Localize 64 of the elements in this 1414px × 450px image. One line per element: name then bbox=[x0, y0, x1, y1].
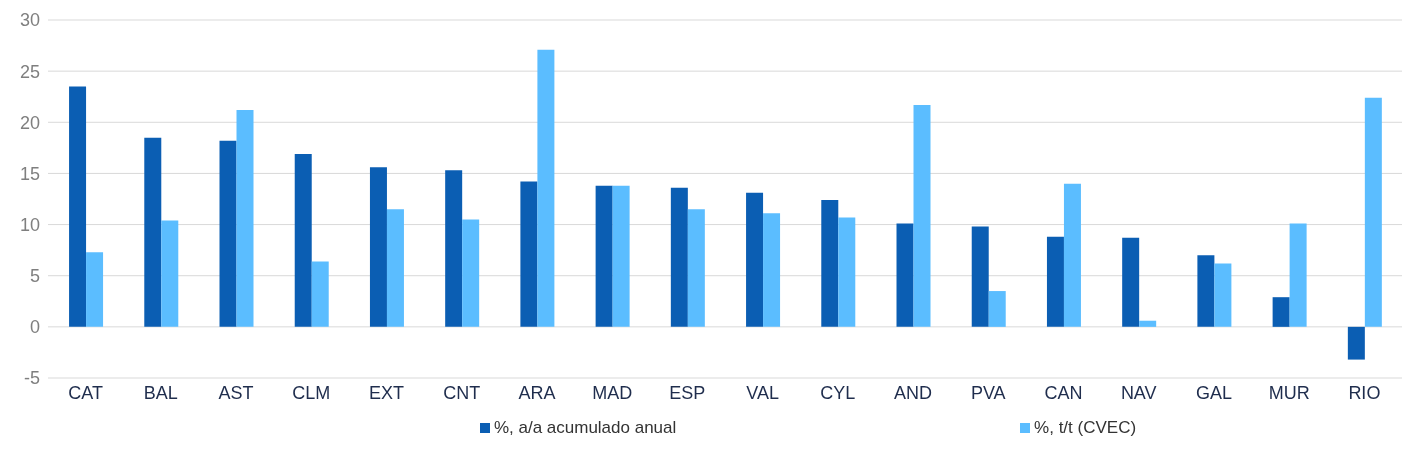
y-tick-label: 5 bbox=[29, 266, 40, 287]
x-tick-label: CNT bbox=[443, 382, 481, 403]
y-tick-label: 10 bbox=[19, 214, 40, 235]
x-tick-label: ESP bbox=[669, 382, 706, 403]
x-tick-label: CYL bbox=[820, 382, 856, 403]
bar bbox=[1272, 297, 1290, 327]
bar bbox=[913, 104, 931, 327]
x-tick-label: CAT bbox=[68, 382, 103, 403]
bar bbox=[86, 252, 104, 327]
bar bbox=[386, 209, 404, 327]
bar bbox=[219, 140, 237, 327]
y-tick-label: 15 bbox=[19, 163, 40, 184]
bar bbox=[1364, 97, 1382, 327]
x-tick-label: MAD bbox=[592, 382, 633, 403]
x-tick-label: CLM bbox=[292, 382, 331, 403]
bar bbox=[161, 220, 179, 327]
bar bbox=[988, 291, 1006, 327]
bar bbox=[746, 192, 764, 327]
bar bbox=[971, 226, 989, 327]
legend-label: %, a/a acumulado anual bbox=[493, 418, 677, 438]
x-tick-label: PVA bbox=[970, 382, 1006, 403]
x-tick-label: ARA bbox=[518, 382, 556, 403]
y-tick-label: -5 bbox=[23, 368, 40, 389]
x-tick-label: NAV bbox=[1120, 382, 1157, 403]
bar bbox=[687, 209, 705, 327]
bar bbox=[1139, 320, 1157, 327]
bar bbox=[896, 223, 914, 327]
y-tick-label: 20 bbox=[19, 112, 40, 133]
x-tick-label: AND bbox=[894, 382, 933, 403]
y-tick-label: 0 bbox=[29, 317, 40, 338]
x-tick-label: AST bbox=[218, 382, 254, 403]
bar bbox=[144, 137, 162, 327]
bar bbox=[369, 167, 387, 327]
bar bbox=[821, 200, 839, 327]
bar bbox=[1122, 237, 1140, 327]
bar bbox=[294, 153, 312, 327]
legend-label: %, t/t (CVEC) bbox=[1034, 418, 1137, 438]
bar bbox=[1063, 183, 1081, 327]
bar bbox=[1289, 223, 1307, 327]
x-tick-label: MUR bbox=[1268, 382, 1310, 403]
x-tick-label: RIO bbox=[1348, 382, 1381, 403]
x-tick-label: EXT bbox=[368, 382, 405, 403]
bar bbox=[612, 185, 630, 327]
y-tick-label: 30 bbox=[19, 10, 40, 31]
bar bbox=[670, 187, 688, 327]
bar bbox=[445, 170, 463, 327]
bar bbox=[311, 261, 329, 327]
bar bbox=[1046, 236, 1064, 327]
bar bbox=[462, 219, 480, 327]
x-tick-label: BAL bbox=[143, 382, 178, 403]
bar bbox=[69, 86, 87, 327]
x-tick-label: VAL bbox=[746, 382, 779, 403]
bar bbox=[537, 49, 555, 327]
bar bbox=[595, 185, 613, 327]
x-tick-label: CAN bbox=[1044, 382, 1083, 403]
bar bbox=[763, 213, 781, 327]
bar bbox=[1197, 255, 1215, 327]
bar bbox=[838, 217, 856, 327]
x-tick-label: GAL bbox=[1195, 382, 1232, 403]
y-tick-label: 25 bbox=[19, 61, 40, 82]
bar bbox=[1347, 326, 1365, 360]
bar bbox=[520, 181, 538, 327]
bar bbox=[1214, 263, 1232, 327]
bar bbox=[236, 110, 254, 327]
